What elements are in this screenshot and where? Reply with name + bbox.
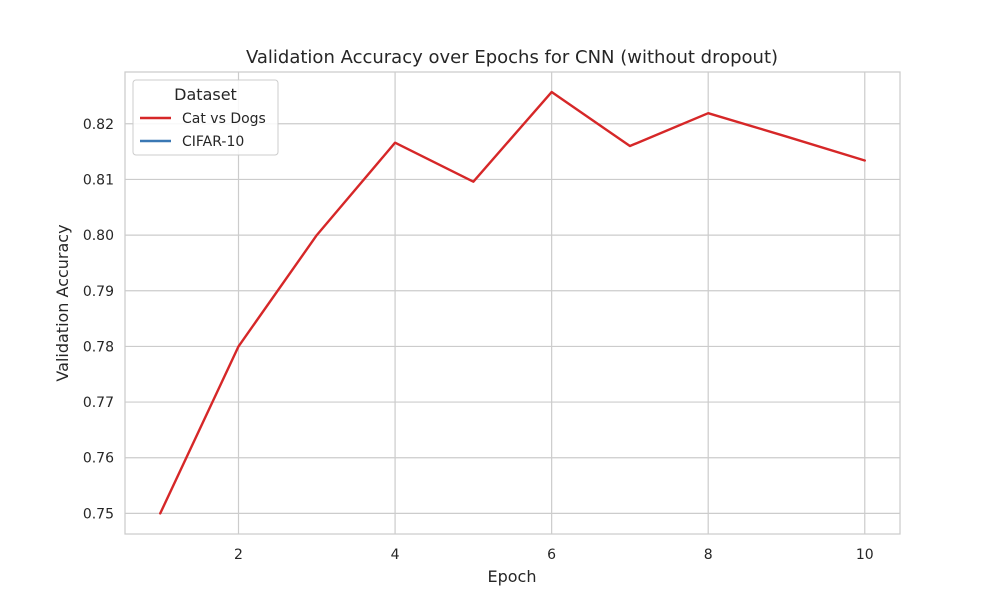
legend-label: Cat vs Dogs [182,111,266,127]
legend-entries: Cat vs Dogs CIFAR-10 [140,111,266,150]
y-tick-label: 0.75 [83,506,114,522]
x-tick-label: 4 [391,547,400,563]
y-tick-label: 0.81 [83,172,114,188]
x-tick-label: 2 [234,547,243,563]
x-tick-label: 8 [704,547,713,563]
y-tick-label: 0.82 [83,117,114,133]
x-axis-ticks: 2 4 6 8 10 [234,547,874,563]
chart-title: Validation Accuracy over Epochs for CNN … [246,47,778,68]
y-tick-label: 0.78 [83,339,114,355]
y-tick-label: 0.79 [83,284,114,300]
legend-label: CIFAR-10 [182,134,244,150]
y-axis-ticks: 0.75 0.76 0.77 0.78 0.79 0.80 0.81 0.82 [83,117,114,523]
y-tick-label: 0.80 [83,228,114,244]
grid-lines [125,72,900,534]
series-lines [159,90,866,515]
legend: Dataset Cat vs Dogs CIFAR-10 [132,79,279,156]
y-axis-title: Validation Accuracy [53,224,72,381]
x-tick-label: 6 [547,547,556,563]
series-line-0 [159,90,866,515]
y-tick-label: 0.77 [83,395,114,411]
legend-box [132,79,279,156]
y-tick-label: 0.76 [83,451,114,467]
x-axis-title: Epoch [488,567,537,586]
legend-title: Dataset [174,85,237,104]
x-tick-label: 10 [856,547,874,563]
plot-area-border [124,71,901,535]
